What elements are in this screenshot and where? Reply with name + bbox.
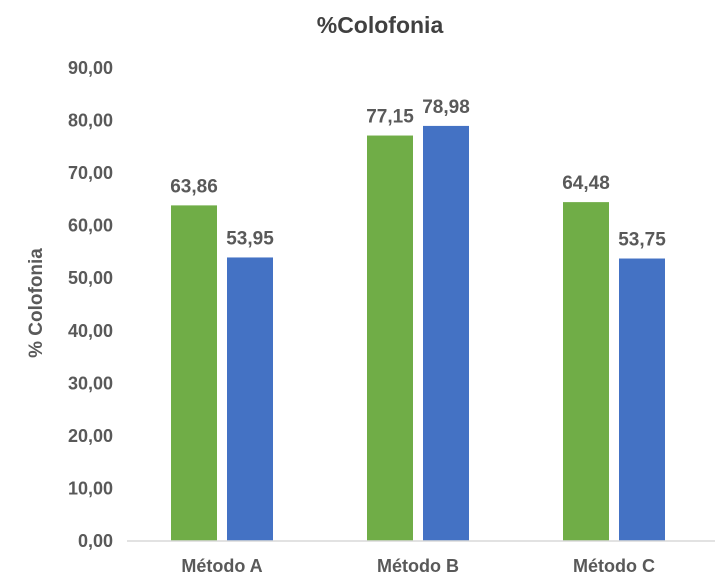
data-label: 63,86: [170, 176, 218, 197]
y-tick-label: 80,00: [68, 111, 113, 131]
bar-series-1-2: [367, 135, 413, 542]
data-label: 53,75: [618, 230, 666, 251]
bar-series-1-1: [171, 205, 217, 541]
data-label: 77,15: [366, 107, 414, 128]
y-tick-label: 50,00: [68, 268, 113, 288]
bar-series-2-1: [227, 257, 273, 541]
y-tick-label: 30,00: [68, 373, 113, 393]
y-tick-label: 10,00: [68, 478, 113, 498]
x-category-label: Método B: [377, 556, 459, 576]
bar-series-2-2: [423, 125, 469, 541]
bar-series-1-3: [563, 202, 609, 542]
y-axis-ticks: 0,00 10,00 20,00 30,00 40,00 50,00 60,00 70,00 8…: [68, 58, 113, 551]
x-category-label: Método C: [573, 556, 655, 576]
y-axis-label: % Colofonia: [26, 248, 47, 358]
x-category-label: Método A: [181, 556, 262, 576]
data-label: 53,95: [226, 228, 274, 249]
y-tick-label: 90,00: [68, 58, 113, 78]
x-axis-categories: Método A Método B Método C: [181, 556, 655, 576]
y-tick-label: 40,00: [68, 321, 113, 341]
y-tick-label: 60,00: [68, 216, 113, 236]
bar-series-2-3: [619, 258, 665, 541]
y-tick-label: 0,00: [78, 531, 113, 551]
chart-title: %Colofonia: [317, 12, 444, 38]
y-tick-label: 70,00: [68, 163, 113, 183]
bars-group: [171, 125, 665, 542]
data-labels-group: 63,86 53,95 77,15 78,98 64,48 53,75: [170, 97, 666, 251]
data-label: 78,98: [422, 97, 470, 118]
data-label: 64,48: [562, 173, 610, 194]
y-tick-label: 20,00: [68, 426, 113, 446]
